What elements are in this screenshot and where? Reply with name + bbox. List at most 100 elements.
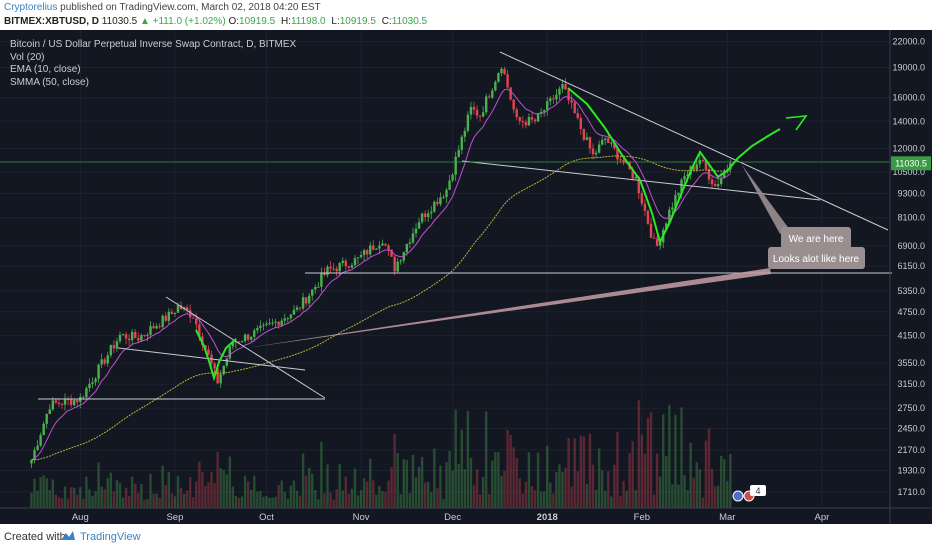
volume-bar — [582, 436, 586, 508]
volume-bar — [536, 452, 540, 508]
volume-bar — [588, 433, 592, 508]
volume-bar — [652, 494, 656, 508]
volume-bar — [698, 469, 702, 508]
volume-bar — [387, 480, 390, 508]
callout-looks-alike-text: Looks alot like here — [773, 254, 860, 265]
volume-bar — [500, 475, 503, 508]
candle-body — [213, 363, 216, 369]
candle-body — [506, 74, 509, 88]
volume-bar — [658, 476, 662, 508]
volume-bar — [277, 485, 280, 508]
candle-body — [289, 314, 293, 319]
volume-bar — [420, 457, 424, 508]
volume-bar — [600, 470, 604, 508]
volume-bar — [591, 464, 595, 508]
price-chart[interactable]: We are here Looks alot like here 1710.01… — [0, 30, 932, 524]
volume-bar — [48, 489, 51, 508]
candle-body — [558, 88, 561, 95]
legend-vol: Vol (20) — [10, 51, 45, 63]
candle-body — [445, 189, 448, 198]
chart-area[interactable]: We are here Looks alot like here 1710.0 1… — [0, 30, 932, 524]
time-tick-label: Dec — [444, 512, 461, 523]
callout-we-are-here — [781, 227, 851, 249]
volume-bar — [375, 494, 378, 508]
candle-body — [140, 335, 143, 341]
candle-body — [91, 382, 94, 384]
candle-body — [399, 260, 402, 262]
candle-body — [112, 345, 116, 349]
volume-bar — [451, 470, 454, 508]
candle-body — [613, 142, 616, 149]
open-value: 10919.5 — [239, 16, 276, 27]
candle-body — [530, 117, 534, 120]
tradingview-brand-link[interactable]: TradingView — [80, 531, 141, 543]
time-tick-label: 2018 — [537, 512, 558, 523]
candle-body — [158, 326, 161, 328]
volume-bar — [182, 493, 186, 508]
price-tick-label: 9300.0 — [897, 188, 925, 198]
volume-bar — [338, 463, 341, 508]
price-tick-label: 22000.0 — [892, 37, 925, 47]
price-tick-label: 2170.0 — [897, 445, 925, 455]
candle-body — [311, 289, 314, 296]
volume-bar — [457, 463, 460, 508]
candle-body — [280, 320, 283, 326]
pointer-arrow-short — [742, 165, 790, 234]
candle-body — [359, 254, 363, 258]
volume-bar — [198, 461, 201, 508]
volume-bar — [567, 437, 570, 508]
footer: Created with TradingView — [0, 524, 932, 550]
candle-body — [515, 109, 518, 118]
candle-body — [494, 81, 497, 91]
candle-body — [97, 364, 100, 379]
volume-bar — [143, 499, 146, 508]
volume-bar — [481, 476, 485, 508]
volume-bar — [323, 493, 326, 508]
last-price-tag — [891, 156, 931, 171]
time-tick-label: Aug — [72, 512, 89, 523]
candle-body — [271, 322, 274, 324]
volume-bar — [112, 491, 116, 508]
candle-body — [283, 318, 286, 321]
candle-body — [652, 237, 656, 239]
candle-body — [347, 266, 351, 268]
volume-bar — [137, 492, 140, 508]
volume-bar — [719, 455, 723, 508]
axes: 1710.0 1930.0 2170.0 2450.0 2750.0 3150.0 3550… — [0, 30, 932, 524]
candle-body — [539, 111, 543, 114]
volume-bar — [353, 468, 357, 508]
candle-body — [79, 396, 82, 403]
volume-bar — [259, 491, 262, 508]
event-flag-icon — [732, 490, 744, 502]
volume-bar — [372, 480, 375, 508]
low-value: 10919.5 — [339, 16, 376, 27]
event-count-text: 4 — [755, 486, 760, 496]
volume-bar — [524, 481, 528, 508]
candle-body — [314, 286, 317, 290]
candle-body — [610, 142, 613, 144]
candle-body — [536, 113, 540, 122]
candle-body — [695, 164, 698, 170]
volume-bar — [506, 429, 509, 508]
volume-bar — [597, 448, 601, 508]
candle-body — [268, 323, 271, 325]
author-link[interactable]: Cryptorelius — [4, 2, 58, 13]
volume-bar — [625, 490, 628, 508]
volume-bar — [344, 476, 348, 508]
candle-body — [442, 197, 445, 199]
candle-body — [655, 238, 659, 246]
candle-body — [326, 266, 329, 275]
volume-bar — [219, 468, 222, 508]
volume-bar — [710, 468, 714, 508]
candle-body — [451, 174, 454, 181]
volume-bar — [51, 479, 55, 508]
volume-bar — [152, 493, 155, 508]
candle-body — [72, 399, 76, 406]
candle-body — [375, 248, 378, 250]
candle-body — [259, 325, 262, 329]
candle-body — [430, 211, 433, 214]
volume-bar — [427, 481, 430, 508]
candle-body — [680, 179, 683, 193]
candle-body — [231, 342, 235, 347]
volume-bar — [640, 434, 644, 508]
